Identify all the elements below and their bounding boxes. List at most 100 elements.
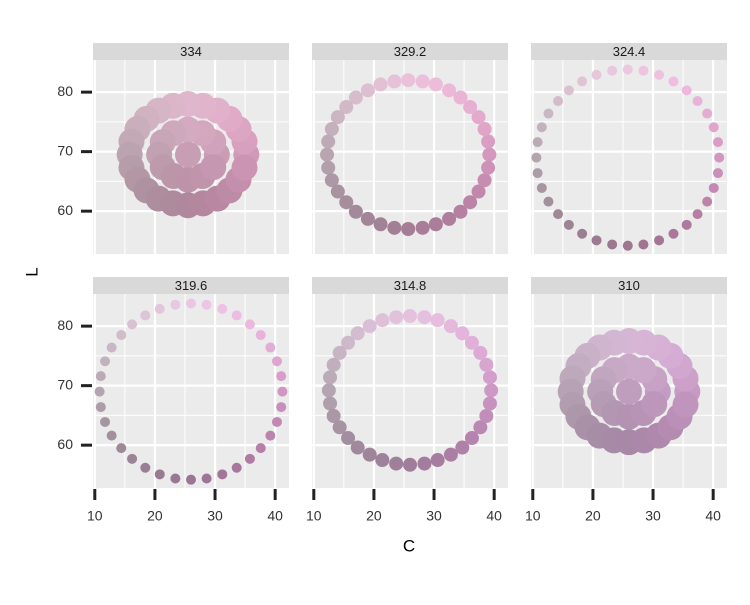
point: [577, 228, 588, 239]
point: [244, 453, 255, 464]
strip: [312, 43, 508, 60]
point: [362, 447, 377, 462]
point: [692, 96, 703, 107]
point: [473, 420, 488, 435]
point: [482, 370, 497, 385]
point: [543, 196, 554, 207]
point: [326, 357, 341, 372]
point: [481, 134, 496, 149]
point: [532, 137, 543, 148]
point: [455, 326, 470, 341]
point: [479, 408, 494, 423]
point: [654, 235, 665, 246]
point: [271, 356, 282, 367]
point: [473, 345, 488, 360]
point: [484, 383, 499, 398]
point: [387, 220, 402, 235]
point: [708, 122, 719, 133]
point: [95, 402, 106, 413]
y-tick-label: 80: [57, 83, 73, 99]
point: [622, 64, 633, 75]
point: [321, 383, 336, 398]
x-tick-label: 10: [87, 508, 103, 524]
point: [403, 309, 417, 324]
point: [387, 74, 402, 89]
point: [672, 391, 699, 418]
point: [389, 310, 404, 325]
point: [531, 152, 542, 163]
point: [702, 108, 713, 119]
point: [463, 100, 478, 115]
strip: [93, 43, 289, 60]
point: [417, 310, 432, 325]
y-tick-label: 70: [57, 142, 73, 158]
point: [348, 90, 363, 105]
point: [428, 77, 443, 92]
point: [471, 184, 486, 199]
point: [622, 240, 633, 251]
point: [200, 154, 227, 181]
point: [116, 443, 127, 454]
point: [100, 416, 111, 427]
point: [94, 386, 105, 397]
point: [481, 160, 496, 175]
point: [339, 195, 354, 210]
point: [170, 299, 181, 310]
strip-title: 314.8: [394, 278, 427, 293]
point: [455, 440, 470, 455]
point: [231, 310, 242, 321]
point: [95, 371, 106, 382]
point: [332, 345, 347, 360]
x-tick-label: 40: [705, 508, 721, 524]
point: [324, 122, 339, 137]
point: [106, 342, 117, 353]
point: [477, 122, 492, 137]
point: [326, 408, 341, 423]
point: [332, 420, 347, 435]
point: [106, 430, 117, 441]
point: [375, 313, 390, 328]
point: [607, 65, 618, 76]
point: [339, 100, 354, 115]
point: [553, 209, 564, 220]
point: [170, 473, 181, 484]
point: [681, 219, 692, 230]
x-tick-label: 30: [207, 508, 223, 524]
x-tick-label: 40: [486, 508, 502, 524]
point: [265, 430, 276, 441]
panel-background: [531, 60, 727, 254]
point: [702, 196, 713, 207]
point: [536, 122, 547, 133]
point: [471, 110, 486, 125]
point: [341, 335, 356, 350]
point: [277, 386, 288, 397]
point: [324, 173, 339, 188]
point: [577, 76, 588, 87]
y-tick-label: 60: [57, 436, 73, 452]
point: [362, 319, 377, 334]
y-tick-label: 80: [57, 317, 73, 333]
point: [323, 370, 338, 385]
point: [692, 209, 703, 220]
point: [360, 83, 375, 98]
point: [330, 184, 345, 199]
x-tick-label: 30: [645, 508, 661, 524]
point: [231, 462, 242, 473]
point: [415, 74, 430, 89]
point: [323, 396, 338, 411]
point: [360, 211, 375, 226]
point: [375, 453, 390, 468]
point: [654, 69, 665, 80]
point: [100, 356, 111, 367]
point: [553, 96, 564, 107]
point: [532, 168, 543, 179]
point: [464, 431, 479, 446]
point: [591, 235, 602, 246]
point: [265, 342, 276, 353]
point: [154, 469, 165, 480]
point: [127, 453, 138, 464]
x-axis-title: C: [403, 536, 415, 555]
strip-title: 319.6: [175, 278, 208, 293]
